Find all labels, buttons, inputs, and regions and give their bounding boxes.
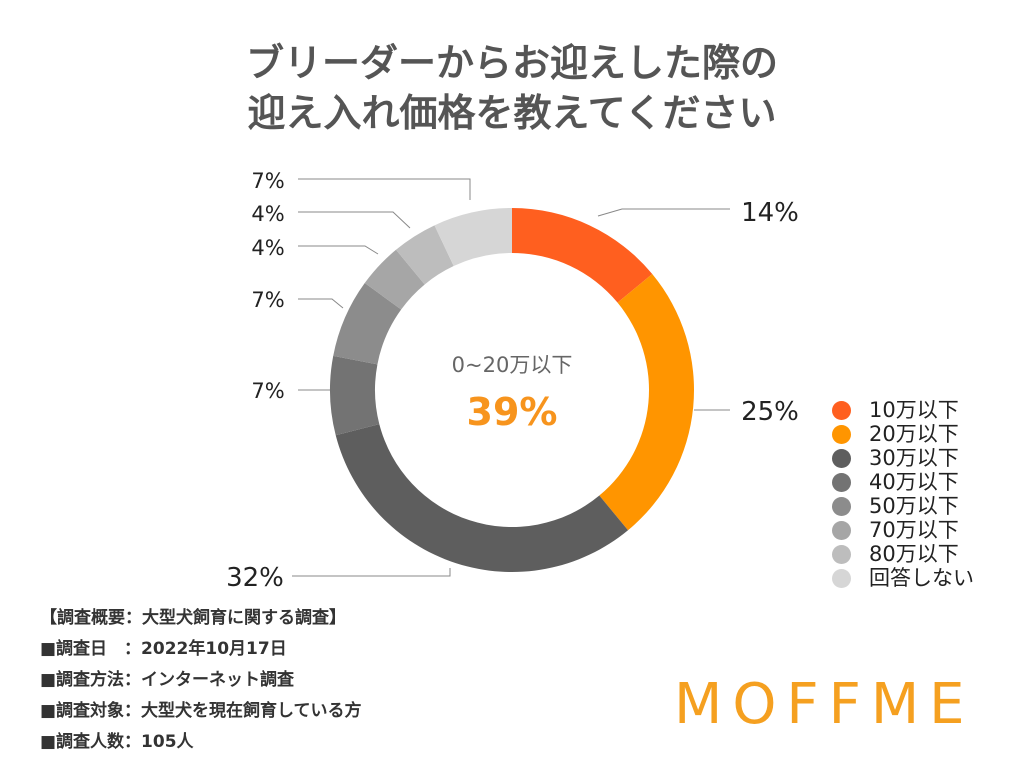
leader-line-1 <box>597 208 730 217</box>
legend-swatch <box>832 568 851 588</box>
data-label-1: 14% <box>741 198 799 228</box>
survey-method: ■調査方法：インターネット調査 <box>40 670 295 690</box>
legend-item: 50万以下 <box>832 494 974 518</box>
data-label-8: 7% <box>251 169 284 193</box>
legend-item: 回答しない <box>832 566 974 590</box>
data-label-2: 25% <box>741 397 799 427</box>
legend-item: 20万以下 <box>832 422 974 446</box>
data-label-4: 7% <box>251 379 284 403</box>
legend-item: 80万以下 <box>832 542 974 566</box>
chart-title: ブリーダーからお迎えした際の 迎え入れ価格を教えてください <box>0 38 1024 138</box>
moffme-logo: MOFFME <box>674 672 975 737</box>
legend-swatch <box>832 448 851 468</box>
leader-line-7 <box>298 211 411 229</box>
survey-heading: 【調査概要：大型犬飼育に関する調査】 <box>40 608 346 628</box>
donut-slice-7 <box>395 225 454 285</box>
legend-label: 50万以下 <box>869 494 959 518</box>
donut-slice-3 <box>335 424 629 572</box>
title-line-1: ブリーダーからお迎えした際の <box>245 41 778 85</box>
legend-swatch <box>832 520 851 540</box>
legend-swatch <box>832 472 851 492</box>
donut-slice-5 <box>333 283 402 365</box>
data-label-5: 7% <box>251 288 284 312</box>
donut-slice-4 <box>330 355 380 436</box>
leader-line-6 <box>298 245 379 255</box>
legend-label: 回答しない <box>869 566 974 590</box>
data-label-7: 4% <box>251 202 284 226</box>
legend-item: 70万以下 <box>832 518 974 542</box>
legend: 10万以下 20万以下 30万以下 40万以下 50万以下 70万以下 80万以下 回答しない <box>832 398 974 590</box>
legend-label: 80万以下 <box>869 542 959 566</box>
legend-item: 10万以下 <box>832 398 974 422</box>
legend-label: 40万以下 <box>869 470 959 494</box>
leader-line-3 <box>292 568 451 577</box>
survey-target: ■調査対象：大型犬を現在飼育している方 <box>40 701 362 721</box>
donut-slice-6 <box>364 249 425 310</box>
center-label: 0~20万以下 <box>452 353 573 377</box>
data-label-3: 32% <box>226 563 284 593</box>
title-line-2: 迎え入れ価格を教えてください <box>247 91 777 135</box>
legend-item: 30万以下 <box>832 446 974 470</box>
leader-line-5 <box>298 298 344 309</box>
survey-date: ■調査日 ：2022年10月17日 <box>40 639 287 659</box>
legend-label: 10万以下 <box>869 398 959 422</box>
legend-label: 70万以下 <box>869 518 959 542</box>
legend-label: 30万以下 <box>869 446 959 470</box>
legend-swatch <box>832 400 851 420</box>
donut-slice-1 <box>512 208 653 303</box>
data-label-6: 4% <box>251 236 284 260</box>
leader-line-8 <box>298 178 471 200</box>
legend-label: 20万以下 <box>869 422 959 446</box>
legend-swatch <box>832 424 851 444</box>
center-value: 39% <box>467 390 558 434</box>
survey-summary: 【調査概要：大型犬飼育に関する調査】 ■調査日 ：2022年10月17日 ■調査… <box>40 603 362 758</box>
legend-swatch <box>832 496 851 516</box>
legend-swatch <box>832 544 851 564</box>
donut-slice-2 <box>599 273 695 531</box>
legend-item: 40万以下 <box>832 470 974 494</box>
survey-count: ■調査人数：105人 <box>40 732 194 752</box>
donut-slice-8 <box>434 208 512 267</box>
